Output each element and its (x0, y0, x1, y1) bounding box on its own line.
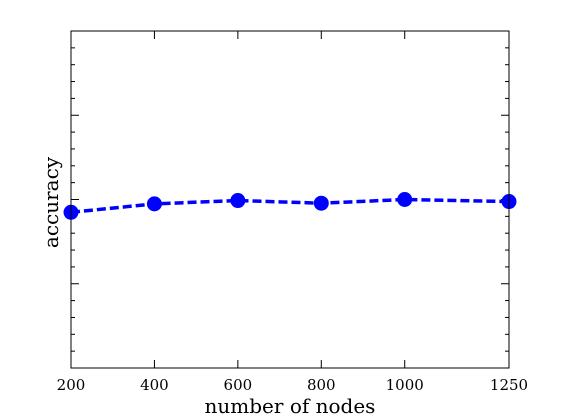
y-axis-ticks (71, 47, 509, 352)
x-tick-label: 600 (224, 376, 253, 394)
data-point (397, 192, 413, 207)
x-axis-label: number of nodes (205, 394, 376, 418)
x-tick-label: 1000 (386, 376, 424, 394)
x-tick-label: 400 (140, 376, 169, 394)
plot-frame (70, 30, 510, 369)
x-tick-label: 200 (57, 376, 86, 394)
data-point (146, 196, 162, 212)
x-tick-label: 800 (307, 376, 336, 394)
data-point (230, 193, 246, 209)
series-layer (63, 192, 517, 220)
series-line (70, 197, 510, 215)
x-tick-label: 1250 (490, 376, 528, 394)
y-axis-label: accuracy (39, 156, 63, 248)
data-point (313, 195, 329, 211)
x-tick-labels: 200 400 600 800 1000 1250 (57, 376, 528, 394)
